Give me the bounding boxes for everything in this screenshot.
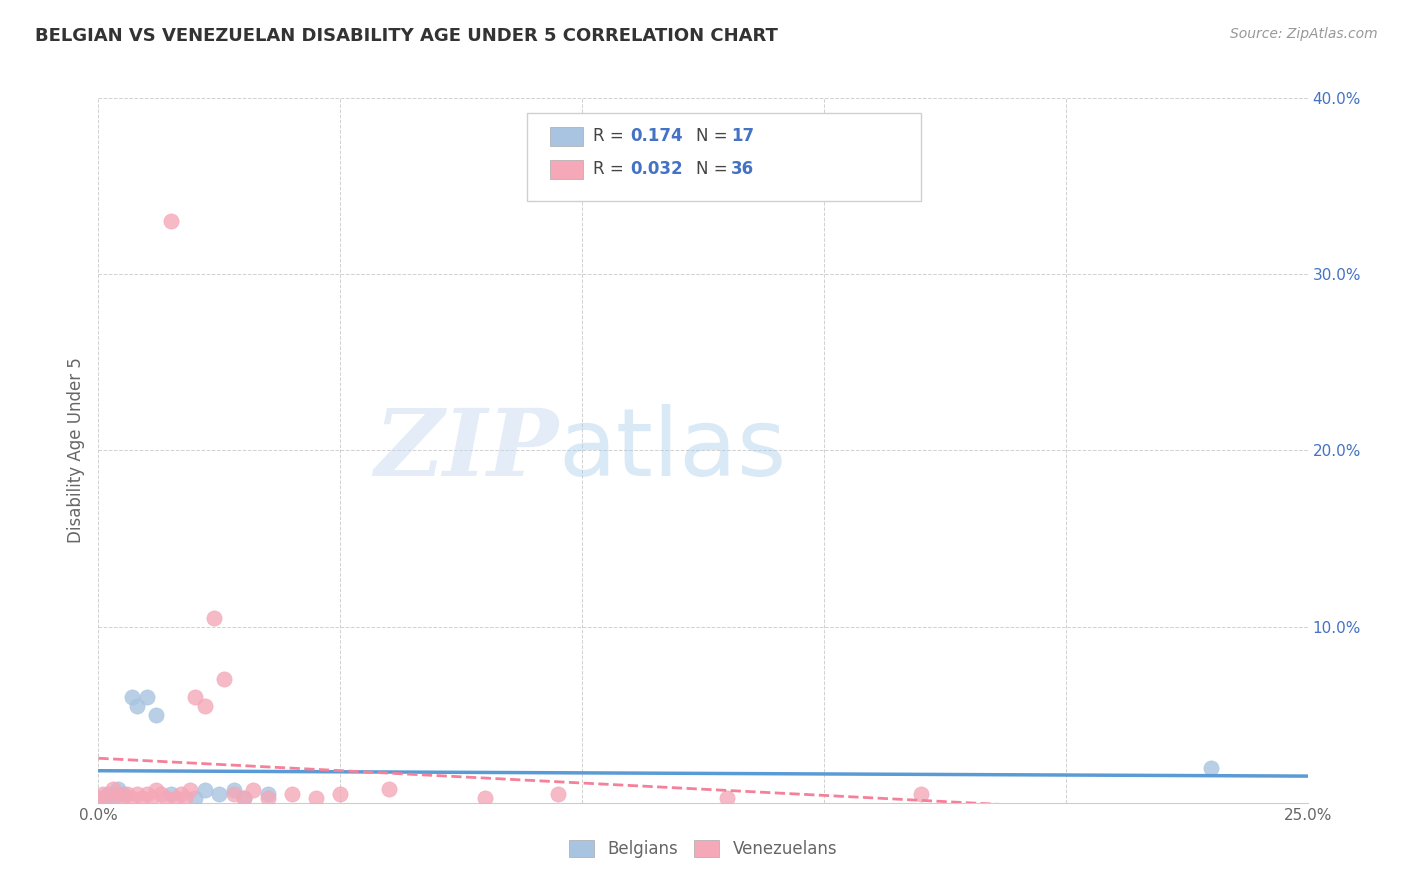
Point	[232, 790, 254, 805]
Point	[145, 783, 167, 797]
Point	[131, 790, 153, 805]
Point	[165, 790, 187, 805]
Point	[121, 790, 143, 805]
Point	[101, 781, 124, 796]
Point	[256, 790, 278, 805]
Text: N =: N =	[696, 128, 733, 145]
Point	[87, 790, 110, 805]
Point	[194, 698, 217, 713]
Text: 36: 36	[731, 161, 754, 178]
Text: Source: ZipAtlas.com: Source: ZipAtlas.com	[1230, 27, 1378, 41]
Text: N =: N =	[696, 161, 733, 178]
Point	[204, 611, 226, 625]
Point	[169, 787, 191, 801]
Point	[101, 790, 124, 805]
Text: ZIP: ZIP	[374, 406, 558, 495]
Point	[184, 690, 207, 705]
Point	[107, 787, 129, 801]
Text: atlas: atlas	[558, 404, 786, 497]
Point	[141, 790, 163, 805]
Point	[194, 783, 217, 797]
Point	[212, 673, 235, 687]
Point	[121, 690, 143, 705]
Point	[135, 690, 157, 705]
Point	[117, 787, 139, 801]
Point	[174, 790, 197, 805]
Text: 0.032: 0.032	[630, 161, 682, 178]
Text: R =: R =	[593, 128, 630, 145]
Point	[305, 790, 328, 805]
Point	[91, 790, 114, 805]
Point	[127, 787, 149, 801]
Point	[179, 783, 201, 797]
Point	[242, 783, 264, 797]
Point	[111, 787, 134, 801]
Text: BELGIAN VS VENEZUELAN DISABILITY AGE UNDER 5 CORRELATION CHART: BELGIAN VS VENEZUELAN DISABILITY AGE UND…	[35, 27, 778, 45]
Point	[547, 787, 569, 801]
Point	[281, 787, 304, 801]
Point	[208, 787, 231, 801]
Point	[222, 787, 245, 801]
Point	[184, 790, 207, 805]
Point	[111, 790, 134, 805]
Point	[145, 707, 167, 722]
Point	[97, 790, 120, 805]
Point	[135, 787, 157, 801]
Point	[377, 781, 399, 796]
Y-axis label: Disability Age Under 5: Disability Age Under 5	[66, 358, 84, 543]
Point	[91, 787, 114, 801]
Legend: Belgians, Venezuelans: Belgians, Venezuelans	[562, 833, 844, 865]
Point	[160, 787, 183, 801]
Point	[160, 214, 183, 228]
Point	[127, 698, 149, 713]
Point	[329, 787, 352, 801]
Point	[222, 783, 245, 797]
Point	[474, 790, 496, 805]
Point	[232, 790, 254, 805]
Point	[107, 781, 129, 796]
Text: 17: 17	[731, 128, 754, 145]
Text: 0.174: 0.174	[630, 128, 682, 145]
Point	[910, 787, 932, 801]
Point	[155, 790, 177, 805]
Point	[97, 787, 120, 801]
Point	[1199, 760, 1222, 774]
Text: R =: R =	[593, 161, 630, 178]
Point	[256, 787, 278, 801]
Point	[716, 790, 738, 805]
Point	[150, 787, 173, 801]
